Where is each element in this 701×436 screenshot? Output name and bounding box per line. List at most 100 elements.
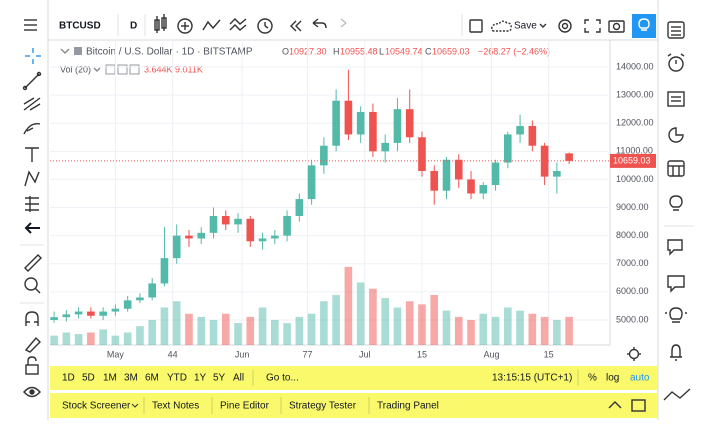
lock-drawing-tool[interactable] [24,336,41,353]
volume-bar [405,301,414,345]
candle-body [356,111,365,135]
symbol-title: Bitcoin / U.S. Dollar · 1D · BITSTAMP [86,47,253,58]
range-button[interactable]: 6M [145,373,159,384]
compare-button[interactable] [202,19,221,31]
collapse-button[interactable] [60,48,70,54]
pine-button[interactable] [663,388,691,401]
candle-body [369,111,377,152]
volume-title: Vol (20) [60,64,91,74]
help-button[interactable] [665,307,687,323]
text-tool[interactable] [25,147,39,162]
range-button[interactable]: 3M [124,373,138,384]
candle-body [258,238,267,242]
panel-tab[interactable]: Stock Screener [62,401,131,412]
layout-button[interactable] [469,19,483,33]
forecast-tool[interactable] [25,196,39,212]
high-key: H [333,46,340,56]
volume-bar [99,329,107,345]
fib-tool[interactable] [23,97,41,111]
measure-tool[interactable] [24,254,42,272]
range-button[interactable]: 1D [62,373,75,384]
indicators-button[interactable] [177,18,193,34]
maximize-panel-button[interactable] [631,399,646,412]
crosshair-tool[interactable] [25,48,41,64]
ideas-stream-button[interactable] [669,195,683,211]
settings-button[interactable] [558,19,572,33]
volume-bar [123,332,132,345]
candle-body [479,185,488,194]
save-button[interactable]: Save [514,21,537,32]
magnet-tool[interactable] [25,311,39,326]
candle-body [307,165,316,200]
alert-button[interactable] [257,18,273,34]
y-tick-label: 5000.00 [616,314,649,324]
range-button[interactable]: All [233,373,244,384]
volume-bar [307,313,316,345]
chats-button[interactable] [667,239,683,256]
range-button[interactable]: 5Y [213,373,226,384]
hotlist-button[interactable] [668,127,684,143]
notifications-button[interactable] [670,344,682,361]
menu-button[interactable] [24,19,37,31]
range-button[interactable]: 1M [103,373,117,384]
screenshot-button[interactable] [608,20,625,33]
volume-bar [491,316,500,345]
high-value: 10955.48 [340,46,378,56]
candle-body [467,179,475,194]
save-dropdown[interactable] [539,23,547,28]
volume-bar [271,320,279,345]
y-tick-label: 10000.00 [616,174,654,184]
candle-body [197,232,206,239]
goto-button[interactable]: Go to... [266,373,299,384]
visibility-tool[interactable] [23,386,41,398]
ideas-button[interactable] [632,14,656,38]
tab-dropdown[interactable] [131,403,139,408]
replay-button[interactable] [290,20,302,32]
trendline-tool[interactable] [22,71,42,91]
last-price-tag [610,153,656,168]
templates-button[interactable] [229,18,247,31]
lock-tool[interactable] [25,356,39,375]
range-button[interactable]: 5D [82,373,95,384]
y-tick-label: 13000.00 [616,89,654,99]
y-tick-label: 14000.00 [616,61,654,71]
data-window-button[interactable] [667,91,685,107]
volume-bar [442,310,451,345]
zoom-tool[interactable] [24,277,41,294]
volume-bar [479,313,488,345]
calendar-button[interactable] [667,160,685,177]
log-button[interactable]: log [606,373,619,384]
panel-tab[interactable]: Strategy Tester [289,401,357,412]
panel-tab[interactable]: Pine Editor [220,401,270,412]
alerts-button[interactable] [667,53,685,72]
volume-bar [381,298,389,345]
candle-body [246,218,255,242]
brush-tool[interactable] [23,123,41,135]
range-button[interactable]: YTD [167,373,187,384]
volume-dropdown[interactable] [93,67,101,72]
pattern-tool[interactable] [24,170,40,187]
volume-bar [209,320,218,345]
range-button[interactable]: 1Y [194,373,207,384]
fullscreen-button[interactable] [584,19,601,33]
symbol-icon [74,47,82,55]
volume-bar [540,316,549,345]
interval[interactable]: D [130,21,137,32]
panel-tab[interactable]: Text Notes [152,401,199,412]
undo-button[interactable] [312,18,327,29]
symbol[interactable]: BTCUSD [59,21,101,32]
streams-button[interactable] [667,275,685,293]
percent-button[interactable]: % [588,373,597,384]
remove-tool[interactable] [24,222,40,234]
auto-button[interactable]: auto [630,373,650,384]
collapse-panel-button[interactable] [608,401,622,409]
chart-settings-button[interactable] [627,347,641,361]
redo-button[interactable] [340,18,347,28]
panel-tab[interactable]: Trading Panel [377,401,439,412]
remove-button[interactable] [129,64,140,75]
watchlist-button[interactable] [667,21,685,39]
candle-type-button[interactable] [154,14,167,33]
settings-button[interactable] [117,64,128,75]
